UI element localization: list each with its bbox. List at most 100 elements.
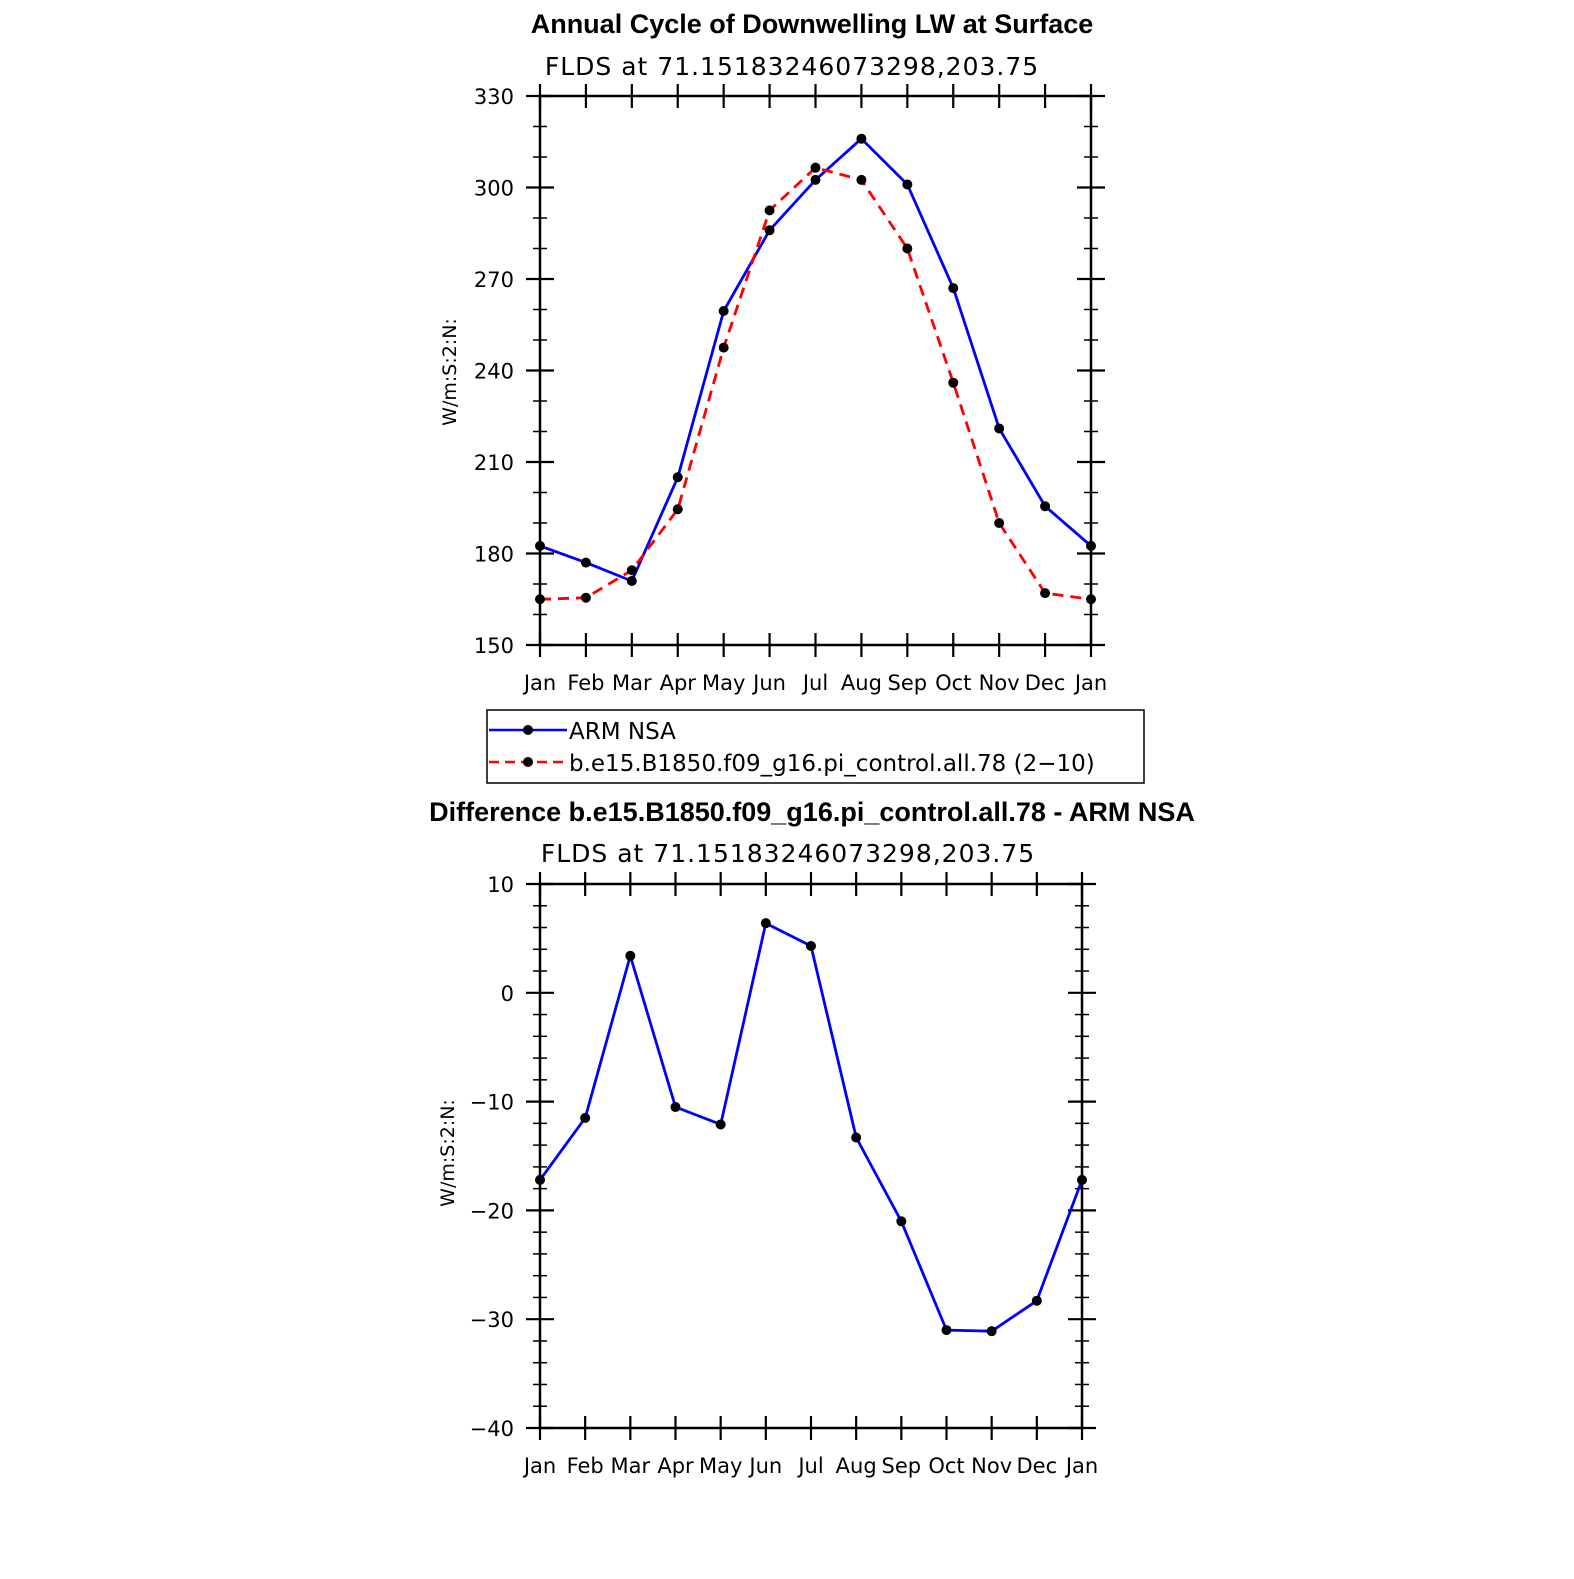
difference-y-tick-labels: −40 −30 −20 −10 0 10 xyxy=(470,873,514,1441)
annual-cycle-point-b-e15-b1850-f09-g16-pi-c-jul-6 xyxy=(810,162,821,173)
difference-series xyxy=(535,918,1087,1337)
difference-y-tick-label-10: 10 xyxy=(487,873,514,897)
annual-cycle-point-arm-nsa-nov-10 xyxy=(994,423,1005,434)
difference-point-difference-nov-10 xyxy=(986,1326,997,1337)
difference-x-tick-label-jul: Jul xyxy=(796,1454,823,1478)
annual-cycle-x-tick-label-jan: Jan xyxy=(522,671,556,695)
difference-plot-frame xyxy=(538,882,1084,1430)
annual-cycle-y-tick-label-180: 180 xyxy=(474,543,514,567)
annual-cycle-point-b-e15-b1850-f09-g16-pi-c-feb-1 xyxy=(580,592,591,603)
difference-x-tick-label-feb: Feb xyxy=(567,1454,604,1478)
difference-point-difference-jul-6 xyxy=(806,941,816,952)
difference-point-difference-apr-3 xyxy=(670,1102,681,1113)
annual-cycle-series-line-b-e15-b1850-f09-g16-pi-control-all-78-2-10 xyxy=(539,166,1092,601)
annual-cycle-point-b-e15-b1850-f09-g16-pi-c-nov-10 xyxy=(994,518,1005,528)
legend-box xyxy=(486,709,1145,784)
difference-x-tick-label-nov: Nov xyxy=(971,1454,1012,1478)
difference-y-tick-label-0: 0 xyxy=(501,982,514,1006)
legend: ARM NSA b.e15.B1850.f09_g16.pi_control.a… xyxy=(486,709,1145,784)
annual-cycle-x-tick-label-apr: Apr xyxy=(660,671,697,695)
annual-cycle-y-tick-label-300: 300 xyxy=(474,177,514,201)
annual-cycle-point-b-e15-b1850-f09-g16-pi-c-oct-9 xyxy=(948,377,959,388)
annual-cycle-point-b-e15-b1850-f09-g16-pi-c-may-4 xyxy=(718,342,729,353)
annual-cycle-x-tick-label-mar: Mar xyxy=(612,671,652,695)
annual-cycle-x-tick-label-oct: Oct xyxy=(935,671,971,695)
difference-point-difference-mar-2 xyxy=(625,950,636,961)
annual-cycle-point-arm-nsa-apr-3 xyxy=(672,472,683,483)
annual-cycle-title: Annual Cycle of Downwelling LW at Surfac… xyxy=(531,9,1094,39)
difference-y-tick-label-minus-10: −10 xyxy=(470,1091,514,1115)
difference-y-axis-label: W/m:S:2:N: xyxy=(437,1099,459,1207)
difference-y-tick-label-minus-40: −40 xyxy=(470,1417,514,1441)
annual-cycle-y-tick-label-210: 210 xyxy=(474,451,514,475)
difference-point-difference-sep-8 xyxy=(896,1216,907,1227)
annual-cycle-point-arm-nsa-jun-5 xyxy=(764,225,775,236)
difference-x-tick-label-dec: Dec xyxy=(1017,1454,1058,1478)
annual-cycle-point-arm-nsa-jul-6 xyxy=(810,174,821,185)
annual-cycle-point-b-e15-b1850-f09-g16-pi-c-aug-7 xyxy=(856,174,867,185)
annual-cycle-y-axis-label: W/m:S:2:N: xyxy=(439,318,461,426)
annual-cycle-point-arm-nsa-oct-9 xyxy=(948,283,959,294)
difference-point-difference-oct-9 xyxy=(941,1325,952,1336)
annual-cycle-panel: Annual Cycle of Downwelling LW at Surfac… xyxy=(439,9,1107,695)
annual-cycle-x-tick-label-jun: Jun xyxy=(751,671,786,695)
difference-y-tick-label-minus-30: −30 xyxy=(470,1308,514,1332)
legend-marker-model xyxy=(523,757,533,767)
difference-point-difference-may-4 xyxy=(715,1119,726,1130)
legend-label-model: b.e15.B1850.f09_g16.pi_control.all.78 (2… xyxy=(569,751,1095,777)
legend-entry-model: b.e15.B1850.f09_g16.pi_control.all.78 (2… xyxy=(489,751,1095,777)
annual-cycle-point-b-e15-b1850-f09-g16-pi-c-dec-11 xyxy=(1040,588,1051,599)
difference-x-tick-label-jan: Jan xyxy=(522,1454,556,1478)
legend-label-arm-nsa: ARM NSA xyxy=(569,719,676,745)
annual-cycle-plot-frame xyxy=(538,94,1093,647)
difference-point-difference-feb-1 xyxy=(580,1112,591,1123)
annual-cycle-x-tick-label-jul: Jul xyxy=(801,671,828,695)
difference-ticks xyxy=(526,872,1096,1440)
difference-series-line-difference xyxy=(538,921,1084,1333)
annual-cycle-y-tick-labels: 150 180 210 240 270 300 330 xyxy=(474,85,514,658)
annual-cycle-y-tick-label-270: 270 xyxy=(474,268,514,292)
annual-cycle-point-arm-nsa-aug-7 xyxy=(856,133,867,144)
difference-point-difference-dec-11 xyxy=(1031,1295,1042,1306)
legend-marker-arm-nsa xyxy=(523,725,533,735)
annual-cycle-point-b-e15-b1850-f09-g16-pi-c-mar-2 xyxy=(626,565,637,576)
annual-cycle-y-tick-label-330: 330 xyxy=(474,85,514,109)
annual-cycle-x-tick-label-feb: Feb xyxy=(567,671,604,695)
difference-point-difference-aug-7 xyxy=(851,1132,862,1143)
annual-cycle-y-tick-label-150: 150 xyxy=(474,634,514,658)
annual-cycle-x-tick-label-sep: Sep xyxy=(888,671,928,695)
annual-cycle-point-b-e15-b1850-f09-g16-pi-c-sep-8 xyxy=(902,243,913,254)
annual-cycle-x-tick-label-nov: Nov xyxy=(979,671,1020,695)
difference-x-tick-label-jan: Jan xyxy=(1064,1454,1098,1478)
difference-x-tick-label-mar: Mar xyxy=(611,1454,651,1478)
difference-point-difference-jun-5 xyxy=(760,918,771,929)
annual-cycle-point-arm-nsa-sep-8 xyxy=(902,179,913,190)
annual-cycle-x-tick-label-dec: Dec xyxy=(1025,671,1066,695)
difference-x-tick-label-oct: Oct xyxy=(928,1454,964,1478)
difference-y-tick-label-minus-20: −20 xyxy=(470,1199,514,1223)
annual-cycle-y-tick-label-240: 240 xyxy=(474,360,514,384)
difference-title: Difference b.e15.B1850.f09_g16.pi_contro… xyxy=(429,797,1195,827)
annual-cycle-point-arm-nsa-feb-1 xyxy=(580,557,591,568)
difference-x-tick-label-jun: Jun xyxy=(747,1454,782,1478)
annual-cycle-point-b-e15-b1850-f09-g16-pi-c-jun-5 xyxy=(764,205,775,216)
difference-subtitle: FLDS at 71.15183246073298,203.75 xyxy=(541,839,1035,868)
annual-cycle-point-arm-nsa-dec-11 xyxy=(1040,501,1051,512)
annual-cycle-point-arm-nsa-mar-2 xyxy=(626,575,637,586)
difference-x-tick-label-apr: Apr xyxy=(657,1454,694,1478)
difference-panel: Difference b.e15.B1850.f09_g16.pi_contro… xyxy=(429,797,1195,1478)
annual-cycle-x-tick-label-jan: Jan xyxy=(1073,671,1107,695)
annual-cycle-x-tick-label-may: May xyxy=(702,671,745,695)
annual-cycle-subtitle: FLDS at 71.15183246073298,203.75 xyxy=(545,52,1039,81)
annual-cycle-point-arm-nsa-may-4 xyxy=(718,306,729,317)
difference-x-tick-label-sep: Sep xyxy=(882,1454,922,1478)
difference-x-tick-label-may: May xyxy=(699,1454,742,1478)
legend-entry-arm-nsa: ARM NSA xyxy=(489,719,676,745)
difference-x-tick-labels: Jan Feb Mar Apr May Jun Jul Aug Sep Oct Nov Dec Jan xyxy=(522,1454,1098,1478)
annual-cycle-x-tick-label-aug: Aug xyxy=(841,671,882,695)
difference-x-tick-label-aug: Aug xyxy=(836,1454,877,1478)
annual-cycle-x-tick-labels: Jan Feb Mar Apr May Jun Jul Aug Sep Oct Nov Dec Jan xyxy=(522,671,1107,695)
annual-cycle-series xyxy=(535,133,1096,605)
